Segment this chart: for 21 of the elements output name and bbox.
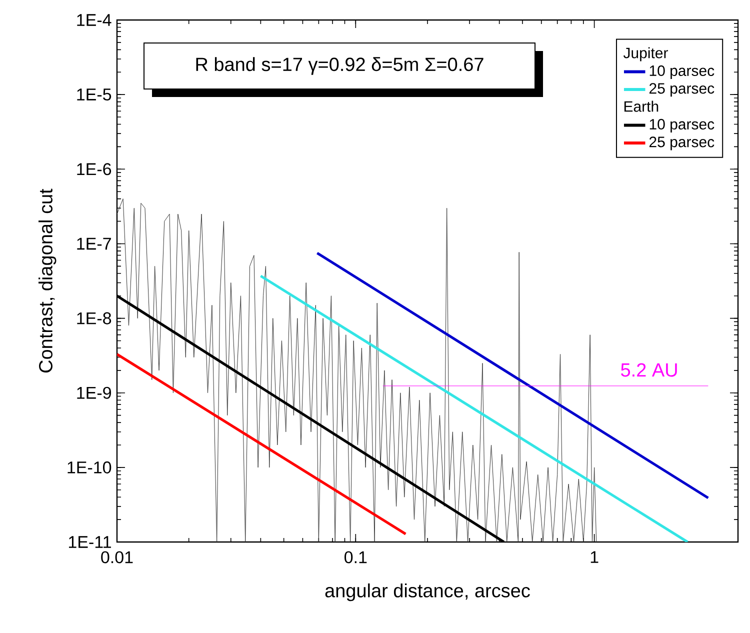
y-tick-label: 1E-6	[77, 163, 112, 176]
x-tick-label: 1	[590, 551, 598, 563]
annotation: R band s=17 γ=0.92 δ=5m Σ=0.67	[196, 57, 484, 75]
annotation: Earth	[624, 100, 658, 112]
y-tick-label: 1E-7	[77, 238, 111, 250]
annotation: 5.2 AU	[621, 363, 677, 377]
legend-label: 10 parsec	[650, 118, 714, 132]
y-tick-label: 1E-8	[77, 312, 112, 324]
legend-label: 25 parsec	[649, 83, 714, 97]
legend-label: 25 parsec	[649, 136, 714, 150]
y-tick-label: 1E-11	[68, 536, 111, 548]
x-tick-label: 0.1	[344, 551, 367, 564]
y-axis-title: Contrast, diagonal cut	[38, 188, 56, 372]
y-tick-label: 1E-5	[77, 88, 112, 101]
legend-label: 10 parsec	[650, 65, 714, 79]
y-tick-label: 1E-9	[77, 386, 111, 399]
x-tick-label: 0.01	[101, 551, 133, 564]
annotation: Jupiter	[623, 47, 668, 62]
x-axis-title: angular distance, arcsec	[325, 583, 530, 602]
y-tick-label: 1E-10	[68, 461, 112, 474]
y-tick-label: 1E-4	[77, 14, 112, 26]
